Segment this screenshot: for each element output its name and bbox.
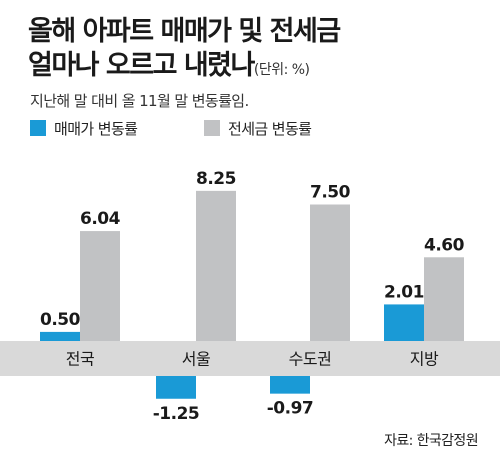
- data-label-jeonse-1: 8.25: [196, 169, 236, 189]
- chart-title-line-2: 얼마나 오르고 내렸나(단위: %): [28, 52, 310, 79]
- bar-sales-2: [270, 376, 310, 394]
- legend-item-sales: 매매가 변동률: [30, 118, 138, 138]
- bar-jeonse-2: [310, 204, 350, 341]
- chart-title-line-1: 올해 아파트 매매가 및 전세금: [28, 16, 341, 47]
- legend-label-sales: 매매가 변동률: [54, 119, 138, 138]
- data-label-sales-1: -1.25: [153, 404, 200, 424]
- bar-jeonse-0: [80, 231, 120, 341]
- bar-jeonse-1: [196, 190, 236, 341]
- category-label-2: 수도권: [289, 350, 332, 369]
- legend-item-jeonse: 전세금 변동률: [204, 118, 312, 138]
- category-label-3: 지방: [410, 350, 439, 369]
- data-label-jeonse-2: 7.50: [310, 183, 351, 203]
- unit-label: (단위: %): [253, 62, 310, 78]
- category-band: [0, 341, 500, 376]
- bar-jeonse-3: [424, 257, 464, 341]
- bar-sales-1: [156, 376, 196, 399]
- chart-subtitle: 지난해 말 대비 올 11월 말 변동률임.: [30, 92, 249, 110]
- legend-swatch-sales: [30, 120, 46, 136]
- legend-swatch-jeonse: [204, 120, 220, 136]
- category-label-1: 서울: [182, 350, 210, 369]
- legend-label-jeonse: 전세금 변동률: [228, 119, 312, 138]
- bar-sales-3: [384, 304, 424, 341]
- data-label-sales-0: 0.50: [40, 310, 81, 330]
- category-label-0: 전국: [66, 350, 94, 369]
- source-note: 자료: 한국감정원: [384, 433, 479, 449]
- data-label-jeonse-0: 6.04: [80, 209, 121, 229]
- bar-sales-0: [40, 331, 80, 341]
- chart-title-text-2: 얼마나 오르고 내렸나: [28, 50, 255, 81]
- data-label-jeonse-3: 4.60: [424, 235, 465, 255]
- data-label-sales-2: -0.97: [267, 399, 314, 419]
- chart-title-text-1: 올해 아파트 매매가 및 전세금: [28, 16, 341, 47]
- data-label-sales-3: 2.01: [384, 282, 424, 302]
